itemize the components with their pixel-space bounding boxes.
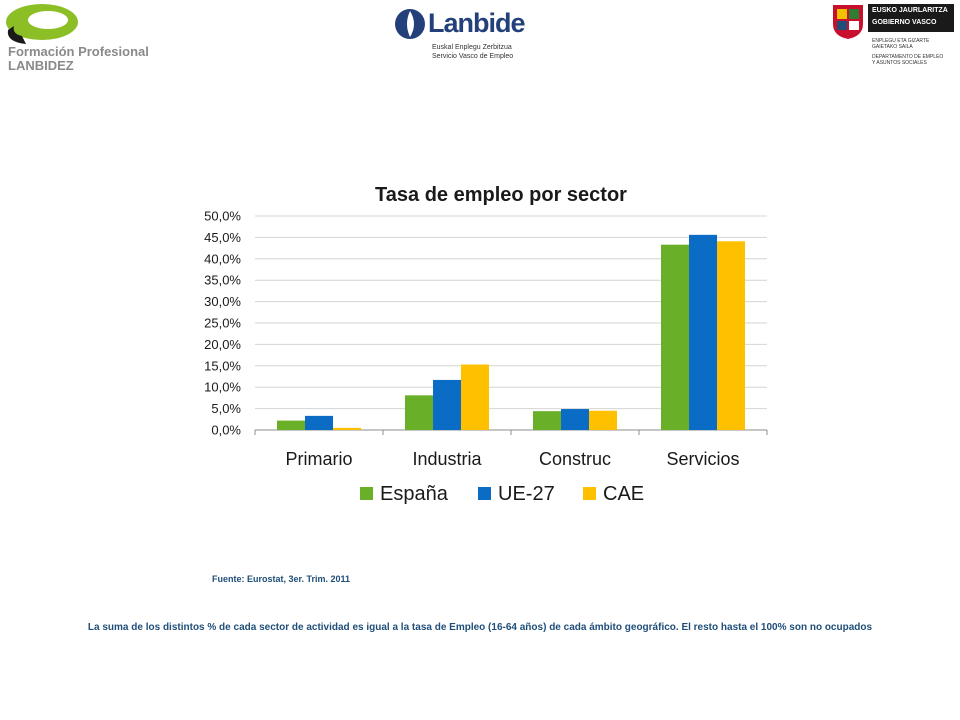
employment-rate-chart: Tasa de empleo por sector 0,0% 5,0% 10,0% 15… (204, 184, 768, 505)
y-tick-label: 0,0% (211, 423, 241, 438)
bar (277, 420, 305, 430)
y-tick-label: 20,0% (204, 337, 241, 352)
y-tick-label: 35,0% (204, 273, 241, 288)
x-category-label: Primario (285, 449, 352, 469)
bar (405, 395, 433, 430)
bar (533, 411, 561, 430)
chart-title: Tasa de empleo por sector (375, 184, 627, 206)
source-note: Fuente: Eurostat, 3er. Trim. 2011 (212, 574, 351, 584)
lanbide-name: Lanbide (428, 8, 526, 38)
y-tick-label: 25,0% (204, 316, 241, 331)
legend-swatch (360, 487, 373, 500)
y-tick-label: 40,0% (204, 251, 241, 266)
bar (305, 415, 333, 430)
bar (589, 410, 617, 430)
x-category-label: Construc (539, 449, 611, 469)
lanbide-sub2: Servicio Vasco de Empleo (432, 53, 514, 60)
bar (561, 409, 589, 430)
bar (689, 234, 717, 430)
legend-label: España (380, 483, 449, 505)
gv-line2: GOBIERNO VASCO (872, 19, 937, 26)
bar (717, 241, 745, 430)
legend-label: CAE (603, 483, 644, 505)
y-tick-label: 15,0% (204, 358, 241, 373)
lanbide-mark-icon (395, 9, 425, 39)
y-tick-label: 50,0% (204, 209, 241, 224)
fp-line1: Formación Profesional (8, 44, 149, 59)
bar (461, 364, 489, 430)
bar (661, 244, 689, 430)
x-category-label: Industria (412, 449, 482, 469)
y-tick-label: 10,0% (204, 380, 241, 395)
bar (333, 427, 361, 430)
gv-sub2: GAIETAKO SAILA (872, 44, 913, 50)
formacion-profesional-logo: Formación Profesional LANBIDEZ (2, 2, 177, 73)
bar (433, 379, 461, 430)
formacion-profesional-mark-icon (6, 4, 78, 44)
legend-label: UE-27 (498, 483, 555, 505)
y-tick-label: 5,0% (211, 401, 241, 416)
coat-of-arms-icon (833, 5, 863, 39)
fp-line2: LANBIDEZ (8, 58, 74, 73)
gv-sub3: DEPARTAMENTO DE EMPLEO (872, 54, 944, 60)
legend-swatch (583, 487, 596, 500)
legend-swatch (478, 487, 491, 500)
lanbide-logo: Lanbide Euskal Enplegu Zerbitzua Servici… (394, 6, 534, 64)
gv-line1: EUSKO JAURLARITZA (872, 7, 948, 14)
gv-sub4: Y ASUNTOS SOCIALES (872, 60, 927, 66)
footnote: La suma de los distintos % de cada secto… (87, 622, 873, 633)
y-tick-label: 30,0% (204, 294, 241, 309)
gv-sub1: ENPLEGU ETA GIZARTE (872, 38, 930, 44)
lanbide-sub1: Euskal Enplegu Zerbitzua (432, 44, 512, 51)
gobierno-vasco-banner (868, 4, 954, 32)
y-tick-label: 45,0% (204, 230, 241, 245)
gobierno-vasco-logo: EUSKO JAURLARITZA GOBIERNO VASCO ENPLEGU… (830, 2, 960, 78)
x-category-label: Servicios (666, 449, 739, 469)
